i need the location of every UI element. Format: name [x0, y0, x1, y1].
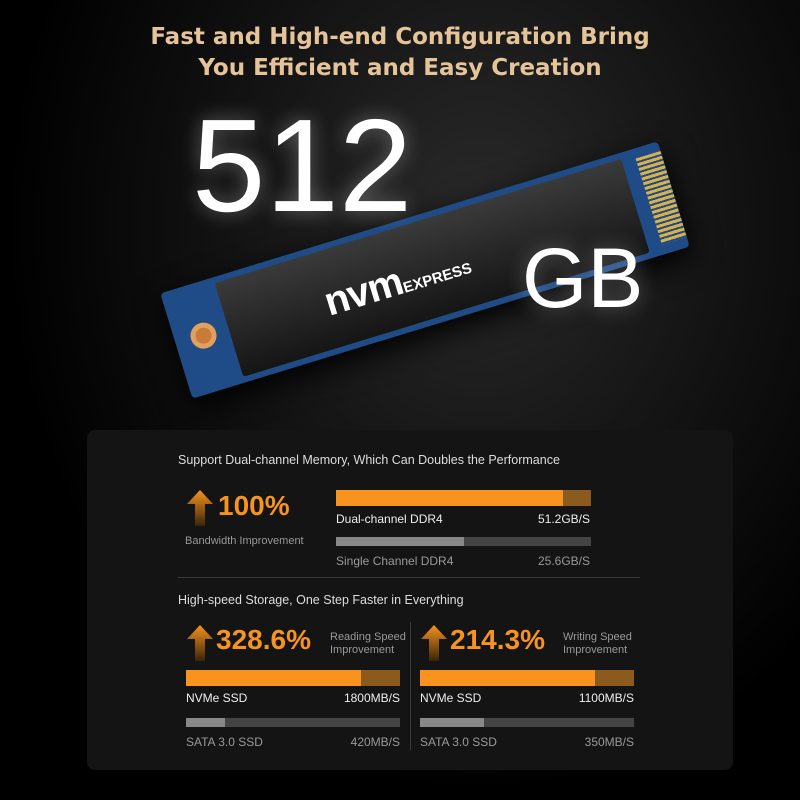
bar-fill — [336, 490, 563, 506]
bar-fill — [420, 718, 485, 727]
bar-fill — [186, 718, 225, 727]
bar-label: SATA 3.0 SSD — [186, 735, 263, 749]
headline-line-2: You Efficient and Easy Creation — [198, 55, 602, 81]
bar-label: NVMe SSD — [186, 691, 248, 705]
bar-value: 350MB/S — [584, 735, 634, 749]
writing-improvement-label: Writing Speed Improvement — [563, 631, 632, 656]
bar-fill — [186, 670, 362, 686]
capacity-number: 512 — [192, 92, 413, 239]
divider — [178, 577, 640, 578]
bar-fill — [420, 670, 596, 686]
headline-line-1: Fast and High-end Configuration Bring — [150, 24, 650, 50]
memory-heading: Support Dual-channel Memory, Which Can D… — [178, 453, 560, 467]
arrow-up-icon — [421, 625, 447, 661]
nvme-write-bar — [420, 670, 634, 686]
arrow-up-icon — [187, 490, 213, 526]
vertical-divider — [410, 622, 411, 750]
bar-label: NVMe SSD — [420, 691, 482, 705]
bar-value: 1800MB/S — [343, 691, 400, 705]
bar-value: 420MB/S — [350, 735, 400, 749]
bar-value: 51.2GB/S — [537, 512, 590, 526]
capacity-unit: GB — [522, 231, 644, 325]
writing-improvement-value: 214.3% — [450, 624, 545, 655]
reading-improvement-value: 328.6% — [216, 624, 311, 655]
single-channel-bar — [336, 537, 591, 546]
arrow-up-icon — [187, 625, 213, 661]
reading-improvement-label: Reading Speed Improvement — [330, 631, 406, 656]
bar-value: 1100MB/S — [578, 691, 634, 705]
screw-hole — [187, 319, 220, 352]
sata-write-bar — [420, 718, 634, 727]
bar-fill — [336, 537, 464, 546]
bar-label: SATA 3.0 SSD — [420, 735, 497, 749]
storage-heading: High-speed Storage, One Step Faster in E… — [178, 593, 464, 607]
nvme-logo: nvmEXPRESS — [319, 259, 475, 325]
bandwidth-improvement-label: Bandwidth Improvement — [185, 535, 304, 547]
dual-channel-bar — [336, 490, 591, 506]
bar-label: Single Channel DDR4 — [336, 554, 454, 568]
bandwidth-improvement-value: 100% — [218, 490, 290, 521]
sata-read-bar — [186, 718, 400, 727]
bar-label: Dual-channel DDR4 — [336, 512, 443, 526]
nvme-read-bar — [186, 670, 400, 686]
bar-value: 25.6GB/S — [537, 554, 590, 568]
